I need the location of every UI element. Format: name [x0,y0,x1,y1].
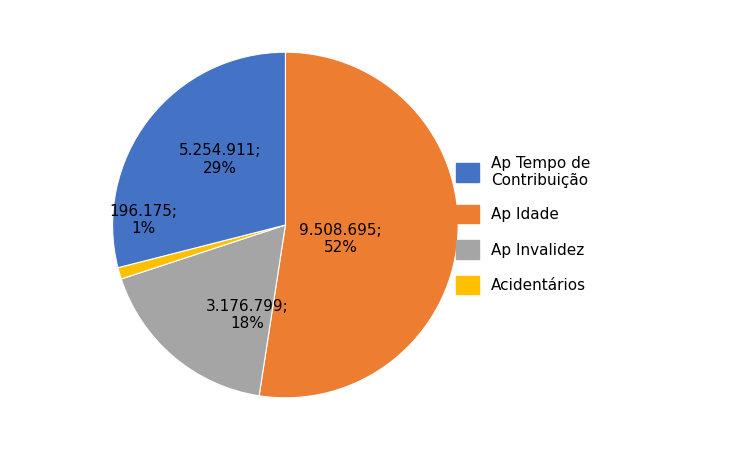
Text: 5.254.911;
29%: 5.254.911; 29% [179,143,261,176]
Wedge shape [113,52,285,268]
Text: 3.176.799;
18%: 3.176.799; 18% [206,299,288,331]
Wedge shape [259,52,458,398]
Legend: Ap Tempo de
Contribuição, Ap Idade, Ap Invalidez, Acidentários: Ap Tempo de Contribuição, Ap Idade, Ap I… [450,149,596,301]
Wedge shape [118,225,285,279]
Text: 9.508.695;
52%: 9.508.695; 52% [300,223,382,255]
Text: 196.175;
1%: 196.175; 1% [110,203,178,236]
Wedge shape [121,225,285,396]
